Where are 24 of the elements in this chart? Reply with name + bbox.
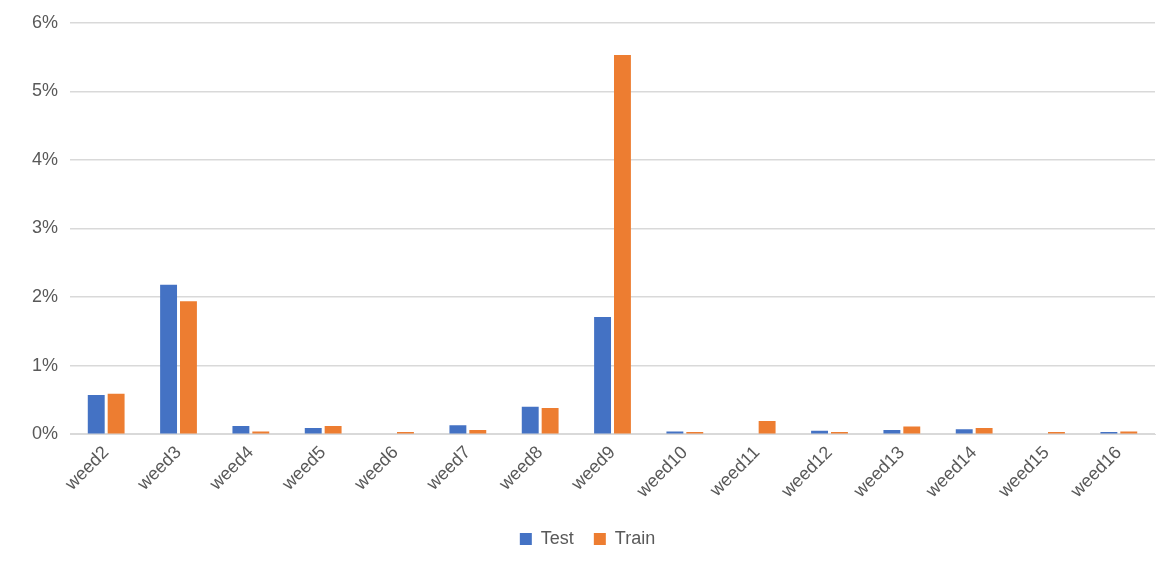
bar bbox=[449, 425, 467, 434]
legend-label: Test bbox=[540, 527, 574, 548]
y-tick-label: 5% bbox=[32, 80, 59, 101]
bar bbox=[107, 393, 125, 434]
y-tick-label: 3% bbox=[32, 217, 59, 238]
bar bbox=[955, 429, 973, 434]
bar bbox=[521, 406, 539, 434]
y-tick-label: 0% bbox=[32, 423, 59, 444]
bar bbox=[541, 408, 559, 434]
legend-label: Train bbox=[614, 527, 656, 548]
bar bbox=[594, 316, 612, 434]
bar bbox=[975, 427, 993, 434]
y-tick-label: 6% bbox=[32, 11, 59, 32]
y-tick-label: 4% bbox=[32, 148, 59, 169]
bar bbox=[758, 421, 776, 434]
bar bbox=[160, 284, 178, 434]
bar bbox=[87, 395, 105, 434]
bar bbox=[180, 301, 197, 434]
y-tick-label: 2% bbox=[32, 286, 59, 306]
bar bbox=[232, 425, 250, 434]
bar bbox=[304, 427, 322, 434]
bar bbox=[614, 55, 631, 434]
y-tick-label: 1% bbox=[32, 354, 59, 375]
bar bbox=[324, 425, 342, 434]
